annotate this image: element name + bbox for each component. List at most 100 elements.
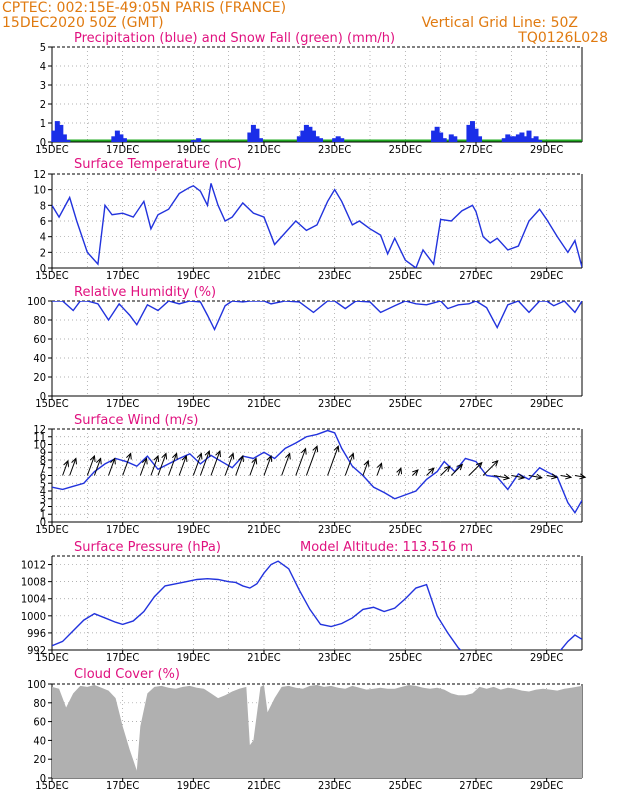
pressure-line [52, 560, 582, 650]
wind-arrow-head [348, 452, 355, 460]
wind-arrow-shaft [295, 448, 307, 476]
precip-xtick-label: 29DEC [530, 143, 563, 156]
wind-arrow-shaft [574, 475, 586, 478]
precip-ytick-label: 3 [40, 79, 46, 92]
precip-bar [441, 138, 447, 142]
wind-arrow-shaft [139, 458, 148, 476]
precip-bar [310, 130, 316, 142]
wind-vector-arrow [139, 457, 148, 476]
wind-arrow-head [141, 457, 148, 465]
wind-arrow-shaft [511, 475, 525, 479]
wind-vector-arrow [305, 445, 319, 476]
precip-bar [335, 136, 341, 142]
humidity-ytick-label: 0 [40, 390, 46, 403]
cloud-xtick-label: 23DEC [318, 779, 351, 792]
wind-vector-arrow [249, 457, 258, 476]
precip-bar [250, 124, 256, 142]
wind-arrow-head [363, 459, 370, 467]
precip-ytick-label: 5 [40, 41, 46, 54]
wind-arrow-shaft [86, 455, 95, 476]
precip-bar [469, 121, 475, 142]
wind-vector-arrow [235, 454, 244, 476]
model-altitude: Model Altitude: 113.516 m [300, 540, 473, 555]
wind-arrow-shaft [327, 446, 339, 476]
wind-vector-arrow [62, 459, 70, 476]
precip-bar [512, 136, 518, 142]
precip-xtick-label: 15DEC [35, 143, 68, 156]
precip-bar [314, 136, 320, 142]
wind-arrow-head [153, 454, 160, 462]
temperature-ytick-label: 6 [40, 215, 46, 228]
wind-arrow-shaft [281, 453, 291, 476]
precip-bar [477, 136, 483, 142]
precip-bar [254, 128, 260, 142]
precip-xtick-label: 21DEC [247, 143, 280, 156]
precip-xtick-label: 17DEC [106, 143, 139, 156]
wind-vector-arrow [482, 459, 499, 476]
wind-arrow-shaft [224, 453, 234, 476]
cloud-xtick-label: 27DEC [459, 779, 492, 792]
wind-ytick-label: 7 [40, 462, 46, 475]
precip-bar [526, 130, 532, 142]
precip-bar [522, 136, 528, 142]
wind-arrow-head [456, 463, 464, 471]
wind-arrow-head [579, 473, 587, 480]
wind-arrow-shaft [199, 450, 210, 476]
wind-arrow-head [285, 452, 291, 460]
wind-vector-arrow [327, 445, 340, 476]
wind-arrow-head [171, 452, 178, 460]
precip-bar [196, 138, 202, 142]
wind-vector-arrow [157, 452, 168, 476]
wind-arrow-head [518, 473, 526, 480]
pressure-xtick-label: 21DEC [247, 651, 280, 664]
temperature-panel: 0 2 4 6 8 10 12 15DEC 17DEC 19DEC 21DEC 23DEC 25DEC 2… [33, 168, 583, 282]
pressure-xtick-label: 17DEC [106, 651, 139, 664]
wind-vector-arrow [224, 452, 235, 476]
wind-arrow-shaft [528, 475, 542, 479]
precip-bar [303, 124, 309, 142]
wind-ytick-label: 0 [40, 516, 46, 529]
pressure-ytick-label: 992 [27, 644, 46, 657]
pressure-xtick-label: 15DEC [35, 651, 68, 664]
wind-arrow-shaft [412, 469, 419, 476]
wind-arrow-shaft [249, 458, 257, 476]
wind-vector-arrow [69, 457, 77, 476]
wind-ytick-label: 9 [40, 446, 46, 459]
wind-vector-arrow [295, 447, 307, 476]
wind-arrow-head [535, 473, 543, 480]
temperature-ytick-label: 4 [40, 231, 46, 244]
wind-vector-arrow [122, 452, 132, 476]
wind-vector-arrow [546, 473, 559, 480]
wind-vector-arrow [168, 452, 178, 476]
wind-arrow-shaft [468, 462, 483, 476]
wind-arrow-head [71, 457, 77, 465]
precip-xtick-label: 25DEC [389, 143, 422, 156]
wind-xtick-label: 17DEC [106, 523, 139, 536]
pressure-ytick-label: 1008 [21, 576, 46, 589]
wind-arrow-shaft [178, 455, 187, 476]
wind-arrow-shaft [482, 460, 499, 476]
wind-vector-arrow [150, 454, 160, 476]
precip-bar [111, 136, 117, 142]
wind-ytick-label: 6 [40, 470, 46, 483]
precip-bar [505, 134, 511, 142]
precip-bar [307, 126, 313, 142]
wind-ytick-label: 3 [40, 493, 46, 506]
wind-vector-arrow [86, 454, 96, 476]
wind-arrow-head [312, 445, 319, 453]
precip-bar [431, 130, 437, 142]
temperature-xtick-label: 27DEC [459, 269, 492, 282]
wind-arrow-head [333, 445, 340, 453]
wind-xtick-label: 21DEC [247, 523, 280, 536]
wind-arrow-head [95, 457, 102, 465]
wind-arrow-shaft [376, 463, 382, 476]
model-code: TQ0126L028 [517, 30, 608, 46]
temperature-xtick-label: 25DEC [389, 269, 422, 282]
wind-arrow-shaft [235, 455, 244, 476]
pressure-xtick-label: 27DEC [459, 651, 492, 664]
wind-vector-arrow [263, 454, 273, 476]
wind-vector-arrow [574, 473, 587, 480]
pressure-ytick-label: 996 [27, 627, 46, 640]
wind-xtick-label: 25DEC [389, 523, 422, 536]
